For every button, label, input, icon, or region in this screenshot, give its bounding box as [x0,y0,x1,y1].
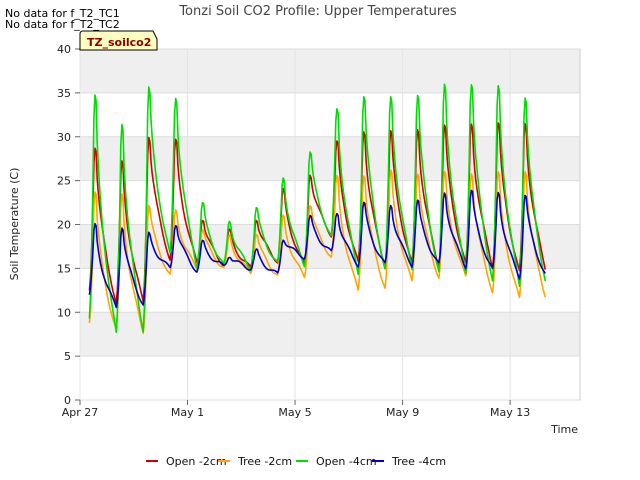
plot-band [80,92,580,137]
chart-title: Tonzi Soil CO2 Profile: Upper Temperatur… [178,4,457,19]
y-axis-label: Soil Temperature (C) [8,168,21,281]
legend-item: Tree -4cm [372,455,446,468]
y-tick-label: 0 [64,394,71,407]
x-tick-label: May 9 [386,406,419,419]
tag-box: TZ_soilco2 [79,30,158,51]
plot-band [80,356,580,400]
plot-band [80,224,580,269]
legend: Open -2cm Tree -2cm Open -4cm Tree -4cm [146,455,446,468]
plot-band [80,49,580,93]
y-tick-label: 35 [57,87,71,100]
series-line-tree-4cm [88,189,546,309]
y-tick-label: 30 [57,131,71,144]
y-tick-label: 5 [64,350,71,363]
plot-band [80,268,580,313]
y-tick-label: 20 [57,219,71,232]
legend-item: Tree -2cm [218,455,292,468]
series-group [88,83,547,334]
series-line-open-4cm [88,83,547,333]
y-tick-label: 10 [57,306,71,319]
legend-label: Tree -2cm [237,455,292,468]
x-tick-label: Apr 27 [62,406,99,419]
legend-item: Open -2cm [146,455,227,468]
y-tick-label: 25 [57,175,71,188]
x-tick-label: May 13 [490,406,530,419]
y-tick-label: 40 [57,43,71,56]
legend-item: Open -4cm [296,455,377,468]
x-tick-label: May 5 [278,406,311,419]
legend-label: Tree -4cm [391,455,446,468]
no-data-note-2: No data for f_T2_TC2 [5,18,120,31]
tag-label: TZ_soilco2 [87,36,151,49]
x-axis-ticks: Apr 27 May 1 May 5 May 9 May 13 [62,400,530,419]
legend-label: Open -4cm [316,455,377,468]
no-data-note-1: No data for f_T2_TC1 [5,7,120,20]
y-tick-label: 15 [57,262,71,275]
legend-label: Open -2cm [166,455,227,468]
x-axis-label: Time [550,423,578,436]
x-tick-label: May 1 [171,406,204,419]
y-axis-ticks: 0 5 10 15 20 25 30 35 40 [57,43,80,407]
plot-band [80,312,580,357]
